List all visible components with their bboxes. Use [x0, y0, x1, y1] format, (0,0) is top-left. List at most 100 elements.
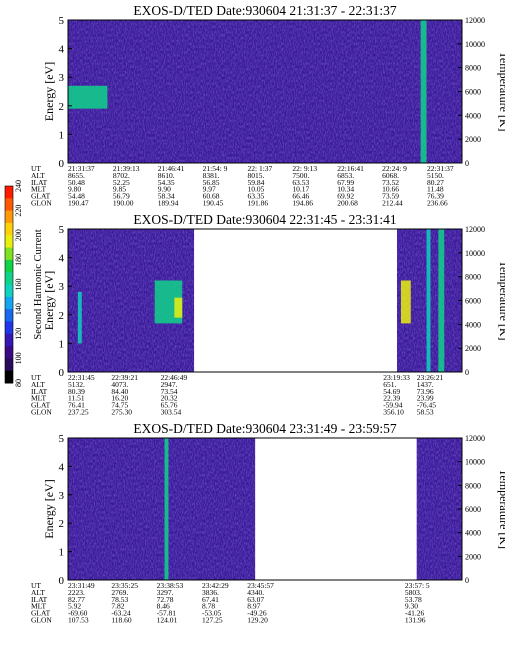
- orbit-value-alt: 5803.: [405, 588, 422, 597]
- orbit-value-glat: 66.46: [292, 192, 309, 201]
- orbit-row-label: GLAT: [31, 609, 51, 618]
- orbit-value-ilat: 67.99: [337, 178, 354, 187]
- orbit-value-alt: 8015.: [248, 171, 265, 180]
- y-tick-label: 3: [59, 72, 65, 84]
- orbit-value-glat: 73.59: [382, 192, 399, 201]
- y-right-tick-label: 2000: [465, 135, 481, 144]
- y-right-tick-label: 4000: [465, 320, 481, 329]
- orbit-value-alt: 8702.: [113, 171, 130, 180]
- orbit-value-glat: 60.68: [203, 192, 220, 201]
- y-tick-label: 2: [59, 518, 65, 530]
- orbit-value-glat: -69.60: [68, 609, 88, 618]
- orbit-value-ut: 22:24: 9: [382, 164, 407, 173]
- orbit-value-ut: 23:42:29: [202, 581, 229, 590]
- orbit-row-label: ALT: [31, 588, 45, 597]
- orbit-value-ilat: 52.25: [113, 178, 130, 187]
- y-right-tick-label: 0: [465, 159, 469, 168]
- orbit-value-glon: 124.01: [157, 616, 178, 625]
- orbit-row-label: GLON: [31, 408, 52, 417]
- y-tick-label: 4: [59, 253, 65, 265]
- orbit-value-ilat: 73.54: [161, 387, 178, 396]
- colorbar-swatch: [5, 210, 13, 224]
- y-axis-label: Energy [eV]: [42, 271, 56, 330]
- orbit-value-glon: 127.25: [202, 616, 223, 625]
- no-data-gap: [255, 438, 417, 580]
- y-axis-label: Energy [eV]: [42, 62, 56, 121]
- orbit-value-alt: 4073.: [111, 380, 128, 389]
- orbit-value-alt: 5150.: [427, 171, 444, 180]
- y-right-tick-label: 2000: [465, 552, 481, 561]
- orbit-value-alt: 5132.: [68, 380, 85, 389]
- orbit-value-ilat: 80.39: [68, 387, 85, 396]
- orbit-value-glat: 69.92: [337, 192, 354, 201]
- orbit-value-mlt: 8.78: [202, 602, 215, 611]
- orbit-value-ut: 21:31:37: [68, 164, 95, 173]
- colorbar-tick-label: 80: [14, 379, 23, 387]
- y-tick-label: 1: [59, 129, 65, 141]
- orbit-value-mlt: 8.97: [247, 602, 260, 611]
- chart-panel-1: EXOS-D/TED Date:930604 21:31:37 - 22:31:…: [31, 3, 505, 208]
- orbit-value-mlt: 9.30: [405, 602, 418, 611]
- colorbar-swatch: [5, 333, 13, 347]
- orbit-value-alt: 2223.: [68, 588, 85, 597]
- orbit-value-glon: 212.44: [382, 199, 403, 208]
- orbit-value-ut: 22:16:41: [337, 164, 364, 173]
- colorbar-swatch: [5, 321, 13, 335]
- orbit-value-ut: 23:45:57: [247, 581, 274, 590]
- y-right-axis-label: Temperature [K]: [497, 260, 505, 340]
- orbit-row-label: GLON: [31, 616, 52, 625]
- orbit-value-glat: -49.26: [247, 609, 267, 618]
- orbit-value-mlt: 7.82: [111, 602, 124, 611]
- orbit-value-glon: 129.20: [247, 616, 268, 625]
- orbit-value-alt: 1437.: [417, 380, 434, 389]
- orbit-value-ilat: 73.96: [417, 387, 434, 396]
- orbit-value-mlt: 9.90: [158, 185, 171, 194]
- orbit-value-mlt: 9.80: [68, 185, 81, 194]
- orbit-value-mlt: 16.20: [111, 394, 128, 403]
- orbit-value-ut: 22:46:49: [161, 373, 188, 382]
- y-right-tick-label: 0: [465, 576, 469, 585]
- colorbar-swatch: [5, 358, 13, 372]
- orbit-value-glon: 356.10: [383, 408, 404, 417]
- orbit-value-mlt: 11.48: [427, 185, 444, 194]
- orbit-value-glat: -63.24: [111, 609, 131, 618]
- orbit-row-label: GLAT: [31, 401, 51, 410]
- no-data-gap: [194, 229, 397, 372]
- orbit-value-ut: 22:31:37: [427, 164, 454, 173]
- orbit-row-label: ALT: [31, 380, 45, 389]
- colorbar-frame: [4, 185, 14, 384]
- colorbar-tick-label: 240: [14, 180, 23, 192]
- orbit-value-glon: 191.86: [248, 199, 269, 208]
- orbit-value-mlt: 22.39: [383, 394, 400, 403]
- colorbar-tick-label: 220: [14, 205, 23, 217]
- orbit-value-glon: 190.00: [113, 199, 134, 208]
- orbit-row-label: MLT: [31, 185, 47, 194]
- orbit-value-alt: 3297.: [157, 588, 174, 597]
- orbit-value-mlt: 8.46: [157, 602, 170, 611]
- spectral-feature: [438, 229, 445, 372]
- orbit-value-alt: 2769.: [111, 588, 128, 597]
- y-right-tick-label: 12000: [465, 434, 485, 443]
- orbit-value-glat: 63.35: [248, 192, 265, 201]
- colorbar-swatch: [5, 186, 13, 199]
- orbit-value-ut: 22:39:21: [111, 373, 138, 382]
- y-tick-label: 2: [59, 101, 65, 113]
- chart-panel-2: EXOS-D/TED Date:930604 22:31:45 - 23:31:…: [31, 212, 505, 417]
- y-tick-label: 5: [59, 224, 65, 236]
- y-tick-label: 2: [59, 310, 65, 322]
- orbit-value-ilat: 67.41: [202, 595, 219, 604]
- orbit-value-ilat: 63.53: [292, 178, 309, 187]
- y-right-tick-label: 10000: [465, 249, 485, 258]
- orbit-value-ilat: 78.53: [111, 595, 128, 604]
- orbit-value-glon: 303.54: [161, 408, 182, 417]
- orbit-value-glon: 118.60: [111, 616, 132, 625]
- orbit-value-ilat: 54.35: [158, 178, 175, 187]
- colorbar-swatch: [5, 370, 13, 384]
- y-right-tick-label: 2000: [465, 344, 481, 353]
- colorbar-tick-label: 120: [14, 328, 23, 340]
- orbit-value-ut: 23:35:25: [111, 581, 138, 590]
- orbit-value-ut: 21:54: 9: [203, 164, 228, 173]
- colorbar-swatch: [5, 222, 13, 236]
- orbit-value-mlt: 10.17: [292, 185, 309, 194]
- orbit-row-label: GLAT: [31, 192, 51, 201]
